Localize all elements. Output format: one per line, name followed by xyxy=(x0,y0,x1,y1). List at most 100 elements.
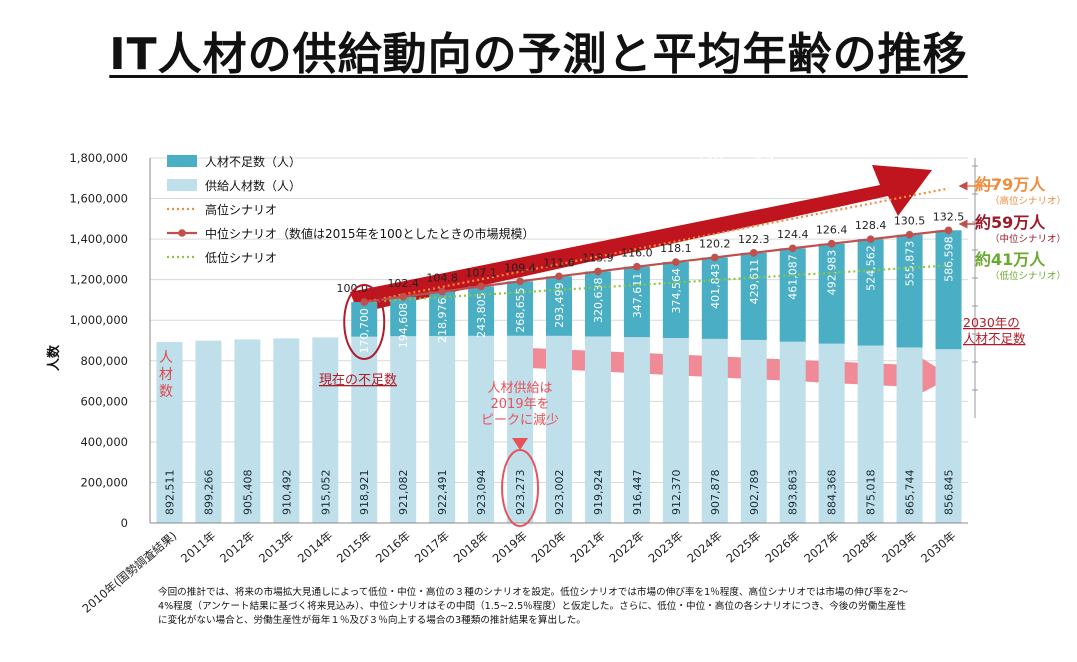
shortage-bar-label: 194,608 xyxy=(397,303,410,349)
mid-total-label: 約59万人 xyxy=(975,213,1046,232)
mid-scenario-point xyxy=(555,272,563,281)
mid-sub-label: （中位シナリオ） xyxy=(990,233,1066,245)
x-tick-label: 2030年 xyxy=(918,529,958,566)
supply-bar-label: 916,447 xyxy=(631,470,644,516)
supply-peak-label: ピークに減少 xyxy=(481,412,559,428)
mid-scenario-label: 116.0 xyxy=(621,247,653,260)
y-tick-label: 1,000,000 xyxy=(69,313,128,327)
shortage-2030-label: 2030年の xyxy=(963,315,1020,330)
shortage-bar xyxy=(935,230,962,350)
shortage-bar-label: 170,700 xyxy=(358,308,371,354)
market-growth-arrow xyxy=(350,165,932,313)
mid-scenario-label: 102.4 xyxy=(387,277,419,290)
x-tick-label: 2015年 xyxy=(334,529,374,566)
shortage-bar xyxy=(351,302,378,337)
shortage-bar xyxy=(662,262,689,338)
x-tick-label: 2012年 xyxy=(217,529,257,566)
bar-series: 892,511 899,266 905,408 910,492 915,052 918,9… xyxy=(156,230,962,523)
mid-scenario-point xyxy=(711,253,719,262)
mid-scenario-point xyxy=(827,239,836,248)
shortage-bar xyxy=(390,296,417,337)
x-tick-label: 2027年 xyxy=(801,529,841,566)
mid-scenario-point xyxy=(438,287,446,296)
high-total-label: 約79万人 xyxy=(975,175,1046,194)
legend-swatch-shortage xyxy=(167,155,197,167)
shortage-bar xyxy=(429,291,456,336)
mid-scenario-label: 122.3 xyxy=(738,233,770,246)
shortage-bar-label: 374,564 xyxy=(670,268,683,314)
mid-scenario-label: 124.4 xyxy=(777,228,809,241)
y-tick-label: 400,000 xyxy=(80,435,128,449)
supply-bar-label: 899,266 xyxy=(202,470,215,516)
supply-side-label: 材 xyxy=(159,367,173,383)
shortage-bar-label: 320,638 xyxy=(592,277,605,323)
shortage-bar-label: 243,805 xyxy=(475,292,488,338)
x-tick-label: 2013年 xyxy=(256,529,296,566)
supply-side-label: 数 xyxy=(159,384,173,400)
supply-side-label: 人 xyxy=(159,350,173,366)
y-tick-label: 0 xyxy=(121,516,128,530)
mid-scenario-point xyxy=(944,226,953,235)
low-sub-label: （低位シナリオ） xyxy=(990,270,1066,282)
high-scenario-line xyxy=(364,187,949,304)
supply-bar-label: 922,491 xyxy=(436,470,449,516)
low-total-label: 約41万人 xyxy=(975,250,1046,269)
supply-bar xyxy=(701,338,728,523)
shortage-bar xyxy=(584,271,611,337)
mid-scenario-label: 126.4 xyxy=(816,224,848,237)
mid-scenario-point xyxy=(749,249,758,257)
supply-bar-label: 884,368 xyxy=(826,470,839,516)
mid-scenario-label: 118.1 xyxy=(660,242,692,255)
mid-scenario-point xyxy=(360,298,369,306)
supply-peak-label: 2019年を xyxy=(491,397,550,412)
shortage-bar-label: 218,976 xyxy=(436,298,449,344)
x-tick-label: 2011年 xyxy=(178,529,218,566)
mid-scenario-point xyxy=(866,235,875,243)
x-tick-label: 2025年 xyxy=(723,529,763,566)
mid-scenario-point xyxy=(477,282,485,291)
x-tick-label: 2028年 xyxy=(840,529,880,566)
supply-bar-label: 918,921 xyxy=(358,470,371,516)
x-tick-label: 2019年 xyxy=(490,529,530,566)
shortage-bar-label: 524,562 xyxy=(865,245,878,291)
y-tick-label: 1,400,000 xyxy=(69,232,128,246)
supply-bar xyxy=(662,337,689,523)
supply-bar-label: 865,744 xyxy=(904,470,917,516)
supply-bar xyxy=(584,336,611,523)
mid-scenario-label: 128.4 xyxy=(855,219,887,232)
supply-bar xyxy=(156,342,183,523)
legend-label-low: 低位シナリオ xyxy=(205,250,277,265)
supply-bar xyxy=(779,341,806,523)
supply-bar-label: 923,094 xyxy=(475,470,488,515)
mid-scenario-label: 132.5 xyxy=(933,210,965,223)
x-tick-label: 2020年 xyxy=(529,529,569,566)
shortage-bar-label: 492,983 xyxy=(826,250,839,296)
legend-swatch-supply xyxy=(167,179,197,191)
supply-bar xyxy=(623,337,650,523)
supply-bar-label: 919,924 xyxy=(592,470,605,516)
supply-peak-marker xyxy=(512,438,529,450)
x-tick-label: 2017年 xyxy=(412,529,452,566)
supply-bar-label: 921,082 xyxy=(397,470,410,516)
shortage-now-ellipse xyxy=(343,284,386,360)
supply-bar xyxy=(896,347,923,523)
x-tick-label: 2029年 xyxy=(879,529,919,566)
y-tick-label: 200,000 xyxy=(80,475,128,489)
supply-bar-label: 892,511 xyxy=(163,470,176,516)
x-tick-label: 2023年 xyxy=(646,529,686,566)
mid-scenario-label: 113.9 xyxy=(582,251,614,264)
shortage-bar-label: 429,611 xyxy=(748,259,761,305)
supply-bar-label: 856,845 xyxy=(943,470,956,516)
supply-bar-label: 923,273 xyxy=(514,470,527,516)
mid-scenario-point xyxy=(633,262,641,271)
shortage-2030-label: 人材不足数 xyxy=(963,331,1026,346)
supply-bar xyxy=(468,335,495,523)
mid-scenario-label: 104.8 xyxy=(426,272,458,285)
supply-bar xyxy=(740,339,767,523)
x-tick-label: 2016年 xyxy=(373,529,413,566)
supply-bar xyxy=(546,335,572,523)
mid-scenario-point xyxy=(399,292,407,301)
shortage-bar-label: 347,611 xyxy=(631,273,644,319)
shortage-now-label: 現在の不足数 xyxy=(319,373,397,388)
